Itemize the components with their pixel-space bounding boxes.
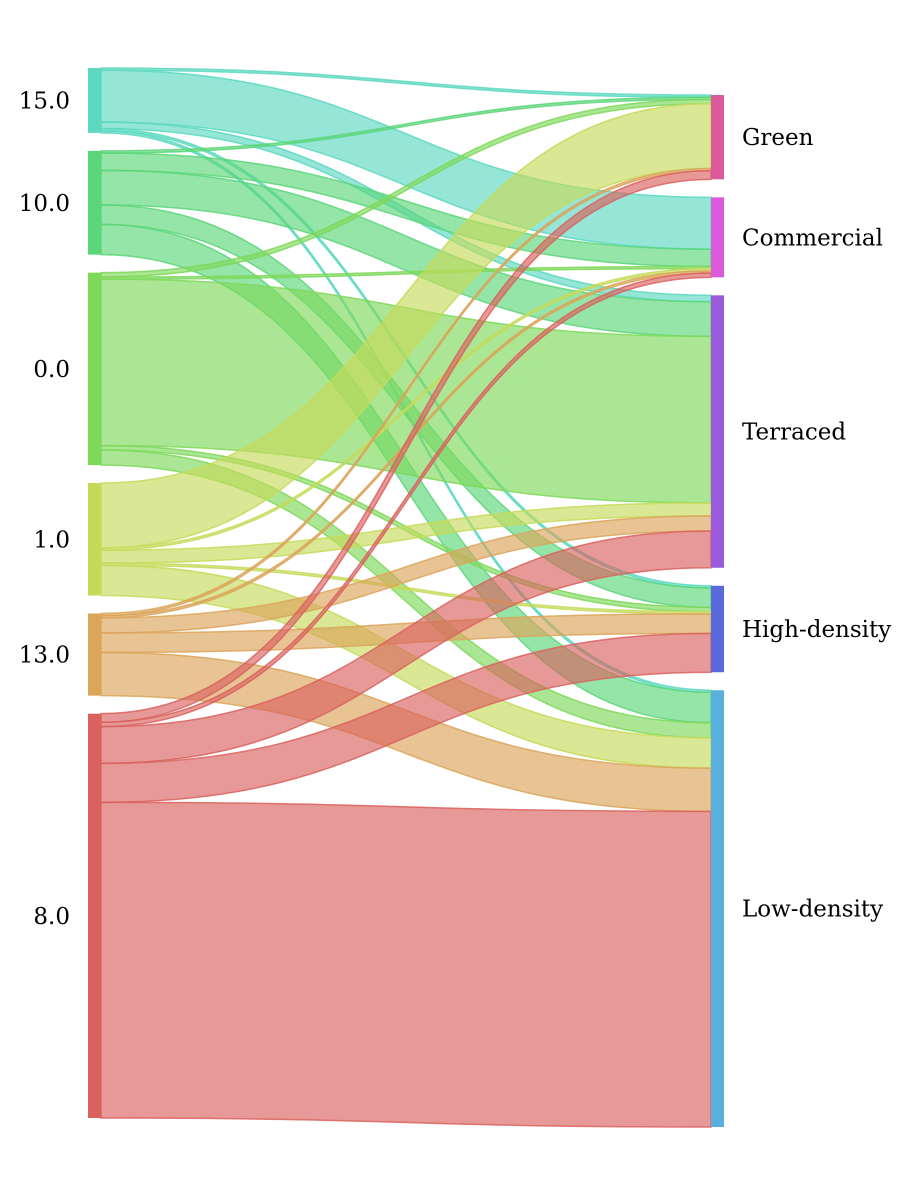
source-label-13-0: 13.0 bbox=[19, 643, 70, 669]
sankey-labels: 15.0 10.0 0.0 1.0 13.0 8.0 Green Commercial Terr… bbox=[19, 88, 891, 929]
source-node-15-0 bbox=[88, 68, 101, 133]
source-node-1-0 bbox=[88, 483, 101, 596]
sankey-nodes bbox=[88, 68, 724, 1127]
source-node-8-0 bbox=[88, 713, 101, 1118]
target-node-high-density bbox=[711, 585, 724, 673]
source-label-15-0: 15.0 bbox=[19, 88, 70, 114]
target-label-green: Green bbox=[742, 125, 814, 151]
sankey-links bbox=[100, 67, 712, 1128]
target-label-low-density: Low-density bbox=[742, 897, 883, 923]
target-node-green bbox=[711, 95, 724, 180]
target-node-commercial bbox=[711, 197, 724, 278]
source-label-1-0: 1.0 bbox=[33, 527, 70, 553]
target-label-high-density: High-density bbox=[742, 617, 891, 643]
source-node-10-0 bbox=[88, 150, 101, 255]
source-label-8-0: 8.0 bbox=[33, 904, 70, 930]
target-node-terraced bbox=[711, 295, 724, 568]
link-8-0-to-terraced bbox=[100, 530, 712, 765]
target-node-low-density bbox=[711, 690, 724, 1127]
source-node-13-0 bbox=[88, 613, 101, 696]
source-label-10-0: 10.0 bbox=[19, 191, 70, 217]
source-label-0-0: 0.0 bbox=[33, 357, 70, 383]
target-label-terraced: Terraced bbox=[742, 420, 846, 446]
source-node-0-0 bbox=[88, 272, 101, 466]
target-label-commercial: Commercial bbox=[742, 225, 883, 251]
link-8-0-to-low-density bbox=[100, 801, 712, 1128]
